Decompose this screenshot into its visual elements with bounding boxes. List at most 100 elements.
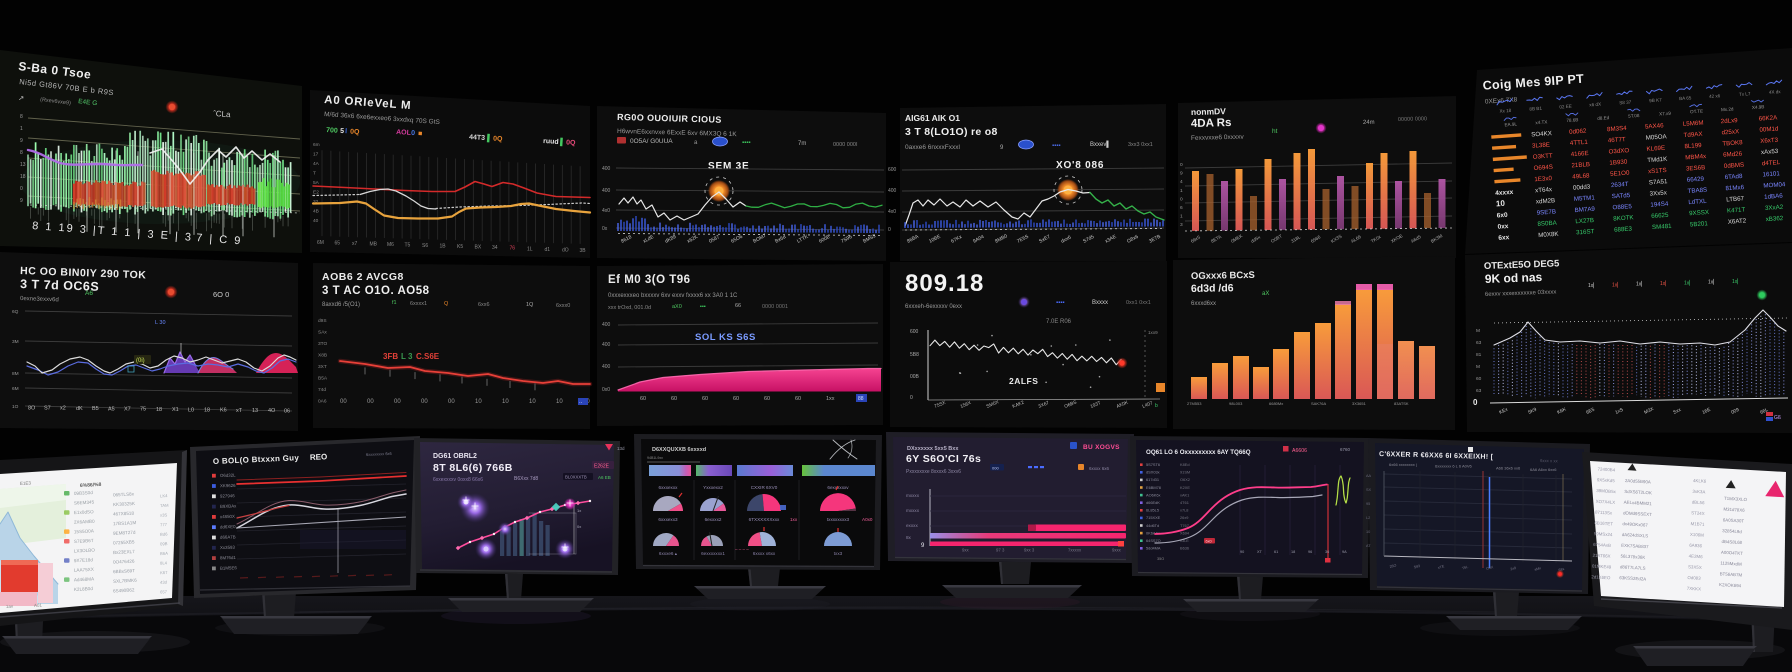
svg-text:07255XB5: 07255XB5 — [113, 539, 135, 545]
svg-text:O0X: O0X — [1486, 565, 1495, 571]
svg-text:1B930: 1B930 — [1609, 158, 1628, 166]
svg-text:67Kx: 67Kx — [950, 234, 963, 245]
svg-text:90: 90 — [1240, 550, 1244, 554]
svg-text:3XxA2: 3XxA2 — [1765, 204, 1784, 212]
svg-text:6566: 6566 — [1310, 234, 1322, 244]
svg-text:0A6: 0A6 — [318, 399, 327, 405]
svg-text:00: 00 — [394, 399, 401, 405]
svg-text:AL66: AL66 — [1350, 234, 1362, 244]
svg-text:95: 95 — [1366, 502, 1370, 506]
svg-text:BL0XXXTB: BL0XXXTB — [565, 475, 587, 480]
svg-text:A01: A01 — [34, 603, 43, 608]
svg-text:8KOTK: 8KOTK — [1613, 214, 1635, 222]
svg-text:6E5: 6E5 — [1585, 407, 1596, 416]
svg-text:927946: 927946 — [220, 493, 235, 498]
svg-text:0Q: 0Q — [493, 135, 503, 143]
svg-text:3E7B: 3E7B — [1148, 233, 1162, 244]
svg-text:MOM04: MOM04 — [1763, 181, 1786, 190]
svg-text:9: 9 — [921, 543, 925, 549]
svg-text:43d: 43d — [160, 580, 168, 585]
svg-text:3 T 8(LO1O) re o8: 3 T 8(LO1O) re o8 — [905, 126, 998, 138]
svg-text:KK30325K: KK30325K — [113, 501, 136, 507]
svg-text:T: T — [313, 171, 316, 177]
svg-text:1xx: 1xx — [826, 396, 835, 402]
svg-text:2x9: 2x9 — [1510, 566, 1517, 571]
svg-text:x7: x7 — [352, 241, 358, 247]
svg-text:L2: L2 — [1366, 516, 1370, 520]
svg-text:4xxxx: 4xxxx — [1495, 189, 1514, 197]
svg-text:B6Xxx 7d8: B6Xxx 7d8 — [514, 476, 538, 482]
svg-text:O0BT: O0BT — [1270, 233, 1283, 243]
svg-text:M31d78X6: M31d78X6 — [1723, 507, 1745, 513]
svg-text:76: 76 — [510, 246, 516, 252]
svg-text:40: 40 — [313, 218, 319, 224]
svg-text:TBOK8: TBOK8 — [1722, 139, 1743, 147]
svg-text:C'6XXER R €6XX6 6I 6XXEIXH! [: C'6XXER R €6XX6 6I 6XXEIXH! [ — [1379, 451, 1494, 461]
svg-text:A6: A6 — [85, 290, 93, 297]
svg-text:(Rxev6vxe9): (Rxev6vxe9) — [40, 97, 72, 107]
svg-text:S83: S83 — [1413, 564, 1420, 570]
svg-text:(0i): (0i) — [136, 358, 145, 364]
svg-text:66429: 66429 — [1687, 176, 1705, 184]
svg-text:66625: 66625 — [1651, 212, 1669, 220]
svg-text:SAK76A: SAK76A — [1311, 401, 1326, 406]
svg-text:9: 9 — [1000, 145, 1004, 151]
svg-text:0MEK: 0MEK — [1230, 233, 1244, 244]
svg-text:Yxxxexx2: Yxxxexx2 — [703, 485, 723, 490]
svg-text:dOMd9SSEXT: dOMd9SSEXT — [1623, 510, 1652, 517]
svg-text:▪▪▪▪: ▪▪▪▪ — [1052, 143, 1061, 149]
svg-text:Xx3593: Xx3593 — [220, 545, 236, 550]
svg-text:O694S: O694S — [1533, 164, 1553, 172]
svg-text:8: 8 — [20, 150, 23, 156]
svg-text:8O: 8O — [28, 405, 36, 411]
svg-text:X1: X1 — [172, 407, 179, 413]
svg-text:Bxxxx: Bxxxx — [1092, 300, 1108, 306]
svg-text:9A04: 9A04 — [972, 234, 985, 245]
svg-text:Bx23EXL7: Bx23EXL7 — [113, 549, 135, 555]
svg-text:5E1O0: 5E1O0 — [1610, 170, 1630, 178]
svg-text:6L85L5: 6L85L5 — [1146, 508, 1159, 513]
svg-text:9: 9 — [20, 198, 23, 204]
svg-text:BK3M: BK3M — [1430, 233, 1443, 244]
svg-text:X7: X7 — [124, 407, 131, 413]
svg-text:B5A: B5A — [318, 376, 328, 382]
svg-text:aX0: aX0 — [672, 304, 682, 310]
svg-text:l: l — [345, 128, 347, 135]
svg-text:1xS: 1xS — [1614, 407, 1624, 416]
svg-text:8: 8 — [20, 114, 23, 120]
svg-text:dd6XE0: dd6XE0 — [220, 524, 236, 529]
svg-text:21AT66X: 21AT66X — [1592, 553, 1610, 559]
svg-text:E1x0dSO: E1x0dSO — [74, 509, 94, 515]
svg-text:1B: 1B — [440, 244, 447, 250]
svg-text:dK: dK — [76, 406, 83, 412]
svg-text:O BOL(O Btxxxn Guy: O BOL(O Btxxxn Guy — [213, 453, 300, 466]
svg-text:dSX03x: dSX03x — [1146, 470, 1160, 475]
svg-text:2634T: 2634T — [1611, 181, 1629, 189]
svg-text:xS1TS: xS1TS — [1648, 167, 1667, 175]
svg-text:··: ·· — [579, 400, 583, 406]
svg-text:00: 00 — [367, 399, 374, 405]
svg-text:8M76d1: 8M76d1 — [220, 555, 237, 560]
svg-text:E1E3: E1E3 — [20, 480, 32, 486]
svg-text:6TAd8: 6TAd8 — [1724, 173, 1743, 181]
svg-text:8ETA: 8ETA — [1210, 233, 1223, 243]
svg-text:x4850X: x4850X — [220, 514, 235, 519]
svg-text:60: 60 — [671, 396, 677, 402]
svg-text:467X8518: 467X8518 — [113, 511, 135, 517]
svg-text:6exxv xxxexxxxxxe 03xxxx: 6exxv xxxexxxxxxe 03xxxx — [1485, 290, 1557, 298]
svg-text:193T: 193T — [1090, 400, 1102, 410]
svg-text:A00O4TKT: A00O4TKT — [1721, 550, 1744, 556]
svg-text:KEx: KEx — [1498, 406, 1509, 415]
svg-text:2d1K6EO: 2d1K6EO — [1591, 574, 1611, 580]
svg-text:9xxx: 9xxx — [1112, 548, 1122, 553]
svg-text:0: 0 — [1180, 162, 1183, 168]
svg-text:0x0: 0x0 — [602, 387, 610, 393]
svg-text:8L4: 8L4 — [160, 560, 168, 565]
svg-text:AOB6 2 AVCG8: AOB6 2 AVCG8 — [322, 271, 404, 283]
svg-text:35O: 35O — [1157, 557, 1164, 561]
svg-text:exxxx: exxxx — [906, 523, 918, 528]
svg-text:700: 700 — [326, 127, 338, 135]
svg-text:6TXXXXXXxxx: 6TXXXXXXxxx — [749, 517, 780, 522]
svg-text:6A6 A6xx 6xx6: 6A6 A6xx 6xx6 — [1530, 467, 1557, 472]
svg-text:dxx6: dxx6 — [1060, 234, 1072, 244]
